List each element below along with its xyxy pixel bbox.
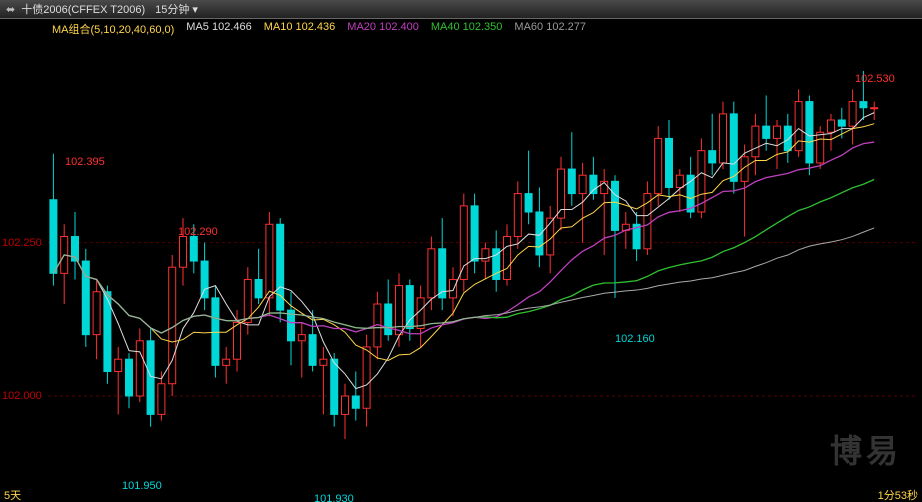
y-axis-label: 102.000 (2, 390, 42, 402)
chain-icon: ⬌ (6, 3, 15, 16)
price-annotation: 102.530 (855, 73, 895, 85)
chart-area[interactable]: 博易 102.250 102.000 102.395 102.290 102.530 1… (0, 18, 922, 502)
chevron-down-icon: ▾ (189, 4, 198, 16)
interval-label[interactable]: 15分钟 ▾ (155, 1, 198, 17)
price-annotation: 102.395 (65, 156, 105, 168)
legend-ma5: MA5 102.466 (186, 21, 251, 37)
symbol-name: 十债2006(CFFEX T2006) (21, 1, 145, 17)
legend-group: MA组合(5,10,20,40,60,0) (52, 21, 174, 37)
price-annotation: 101.950 (122, 480, 162, 492)
ma-legend: MA组合(5,10,20,40,60,0) MA5 102.466 MA10 1… (52, 21, 586, 37)
price-annotation: 102.290 (178, 226, 218, 238)
y-axis-label: 102.250 (2, 237, 42, 249)
price-annotation: 102.160 (615, 333, 655, 345)
title-bar[interactable]: ⬌ 十债2006(CFFEX T2006) 15分钟 ▾ (0, 0, 922, 19)
footer-left: 5天 (4, 487, 21, 502)
legend-ma10: MA10 102.436 (264, 21, 336, 37)
legend-ma20: MA20 102.400 (347, 21, 419, 37)
price-annotation: 101.930 (314, 493, 354, 502)
footer-right: 1分53秒 (878, 487, 918, 502)
legend-ma60: MA60 102.277 (514, 21, 586, 37)
chart-window: ⬌ 十债2006(CFFEX T2006) 15分钟 ▾ MA组合(5,10,2… (0, 0, 922, 502)
candlestick-canvas (0, 18, 922, 502)
legend-ma40: MA40 102.350 (431, 21, 503, 37)
watermark: 博易 (830, 426, 902, 472)
